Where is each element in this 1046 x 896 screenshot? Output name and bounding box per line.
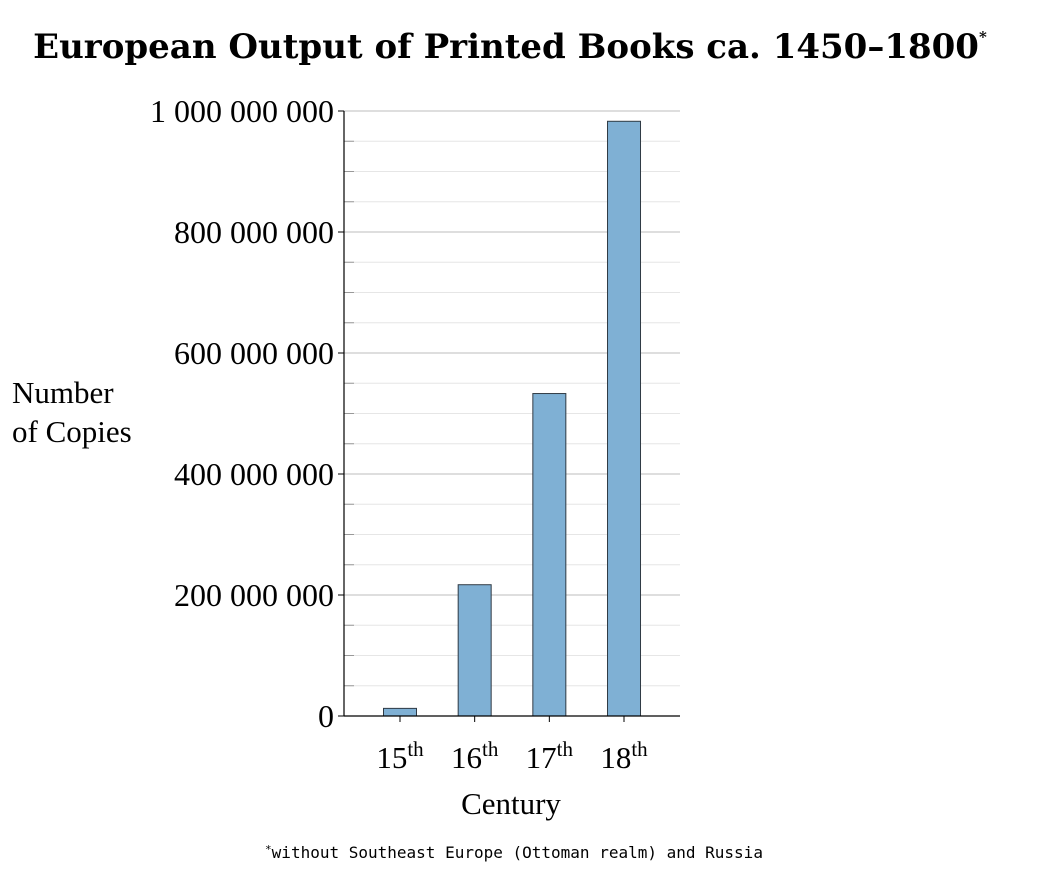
y-tick-label: 0 bbox=[318, 698, 334, 734]
bar-16th bbox=[457, 584, 492, 717]
y-axis-ticks: 0 200 000 000 400 000 000 600 000 000 800 00… bbox=[150, 93, 344, 734]
bar-18th bbox=[607, 120, 642, 717]
footnote: *without Southeast Europe (Ottoman realm… bbox=[265, 843, 763, 862]
x-axis-label: Century bbox=[461, 786, 561, 821]
y-tick-label: 600 000 000 bbox=[174, 335, 334, 371]
x-tick-label: 15th bbox=[376, 737, 424, 775]
chart-title: European Output of Printed Books ca. 145… bbox=[33, 27, 987, 67]
y-axis-label: Number of Copies bbox=[12, 375, 132, 449]
x-tick-label: 18th bbox=[600, 737, 648, 775]
bars bbox=[383, 120, 642, 717]
y-tick-label: 400 000 000 bbox=[174, 456, 334, 492]
x-axis-ticks: 15th 16th 17th 18th bbox=[376, 716, 648, 775]
x-tick-label: 17th bbox=[526, 737, 574, 775]
y-tick-label: 800 000 000 bbox=[174, 214, 334, 250]
bar-15th bbox=[383, 707, 417, 717]
bar-17th bbox=[532, 393, 567, 717]
y-tick-label: 1 000 000 000 bbox=[150, 93, 334, 129]
y-tick-label: 200 000 000 bbox=[174, 577, 334, 613]
x-tick-label: 16th bbox=[451, 737, 499, 775]
